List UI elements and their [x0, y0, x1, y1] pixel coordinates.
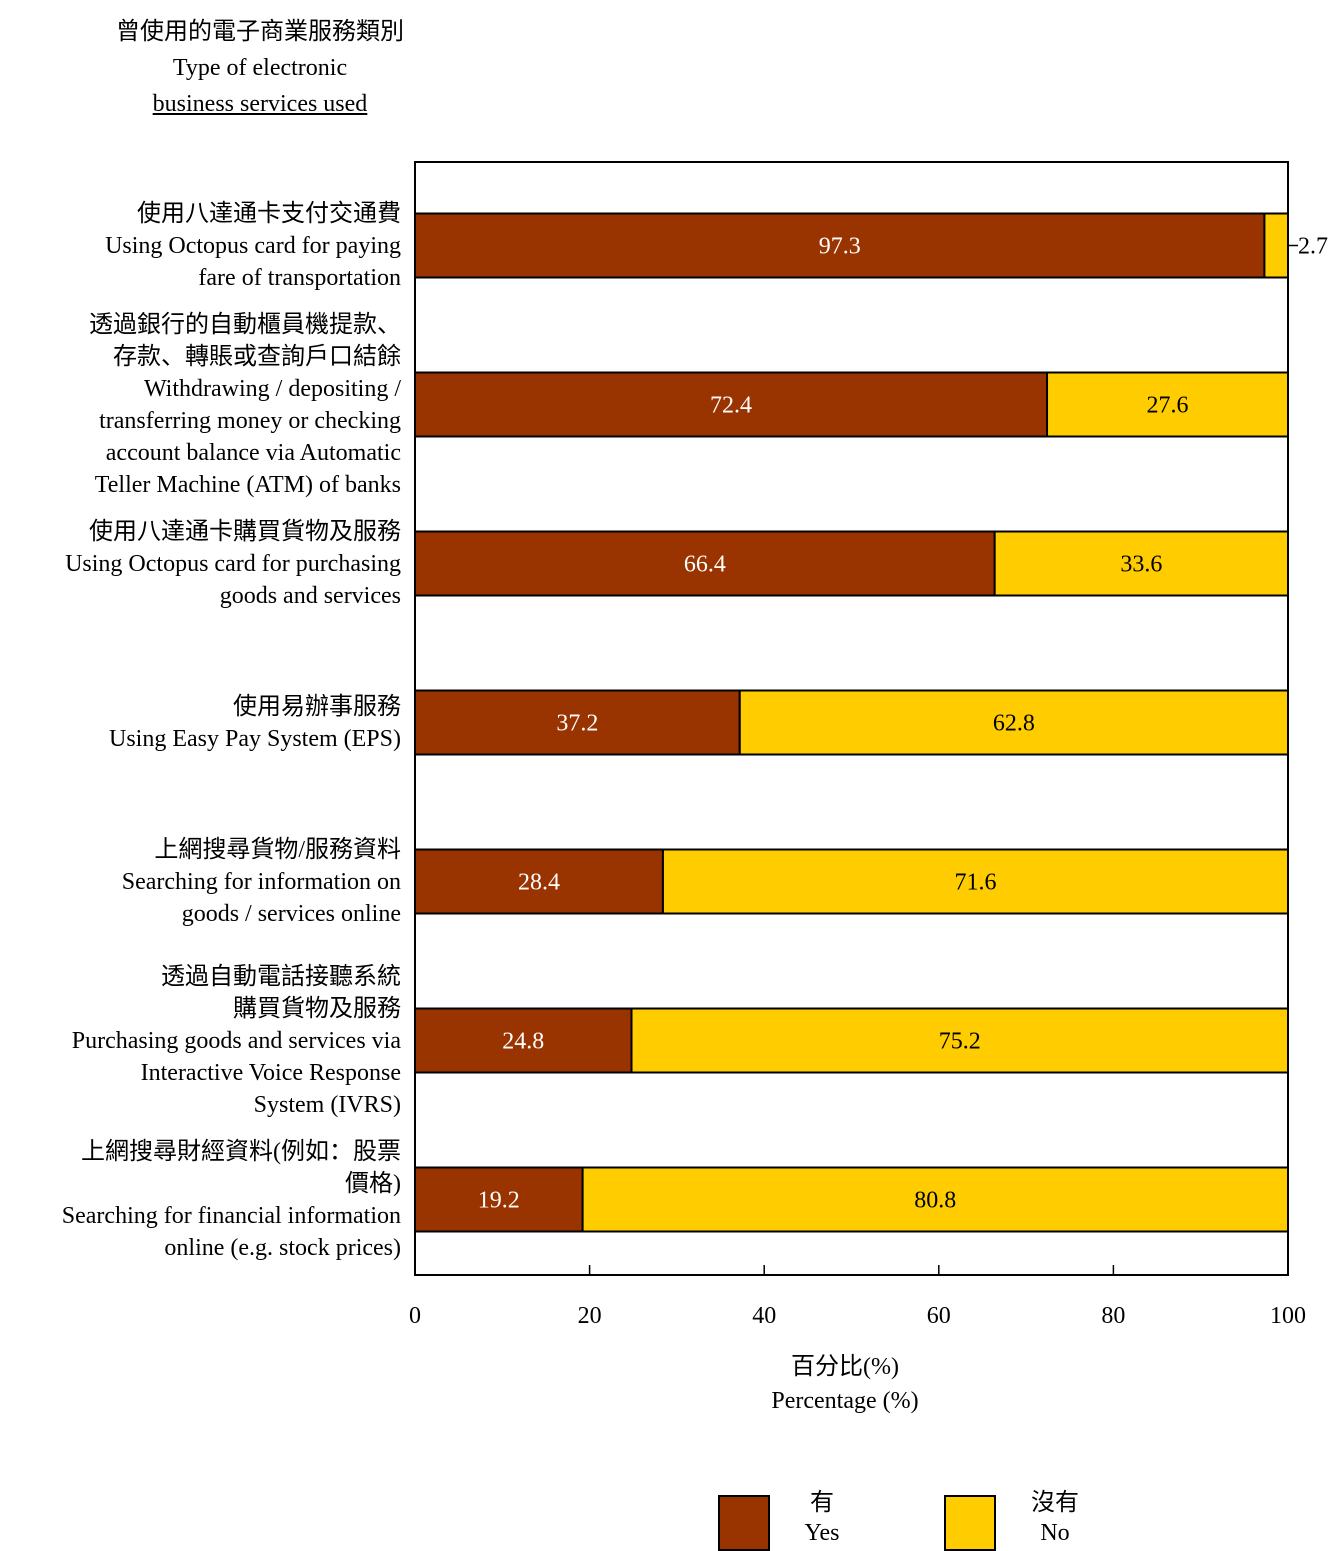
x-tick-label: 100: [1270, 1303, 1306, 1329]
bar-no: [1263, 212, 1289, 279]
legend-label-no: 沒有 No: [995, 1488, 1115, 1548]
x-axis-title-en: Percentage (%): [771, 1388, 919, 1414]
bar-no: [630, 1007, 1289, 1074]
category-label-line: 使用八達通卡支付交通費: [137, 200, 401, 227]
category-label-line: 使用八達通卡購買貨物及服務: [89, 518, 401, 545]
category-label: 使用易辦事服務 Using Easy Pay System (EPS): [0, 691, 401, 755]
category-label-line: goods / services online: [181, 900, 401, 927]
category-label-line: 透過銀行的自動櫃員機提款、: [89, 311, 401, 338]
category-label-line: 購買貨物及服務: [233, 995, 401, 1022]
x-tick-label: 60: [927, 1303, 951, 1329]
category-label-line: Searching for financial information: [61, 1202, 401, 1229]
x-tick-label: 20: [578, 1303, 602, 1329]
category-label: 上網搜尋財經資料(例如：股票價格) Searching for financial…: [0, 1136, 401, 1264]
category-label: 透過自動電話接聽系統購買貨物及服務 Purchasing goods and se…: [0, 961, 401, 1121]
data-label-no: 71.6: [954, 870, 996, 896]
category-label-line: Using Easy Pay System (EPS): [108, 725, 401, 752]
category-label-line: fare of transportation: [198, 264, 401, 291]
y-axis-title-en-line2: business services used: [152, 91, 368, 117]
category-label: 使用八達通卡支付交通費 Using Octopus card for paying…: [0, 198, 401, 294]
category-label-line: Using Octopus card for paying: [105, 232, 401, 259]
data-label-no: 2.7: [1298, 234, 1328, 260]
category-label-line: Teller Machine (ATM) of banks: [94, 471, 401, 498]
bar-no: [993, 530, 1289, 597]
category-label-line: Purchasing goods and services via: [71, 1027, 401, 1054]
bar-yes: [414, 371, 1049, 438]
data-label-yes: 66.4: [684, 552, 726, 578]
data-label-no: 27.6: [1147, 393, 1189, 419]
category-label-line: Interactive Voice Response: [140, 1059, 401, 1086]
category-label-line: 價格): [345, 1170, 401, 1197]
category-label-line: goods and services: [219, 582, 401, 609]
bar-no: [1046, 371, 1289, 438]
category-label-line: online (e.g. stock prices): [164, 1234, 401, 1261]
category-label-line: 上網搜尋貨物/服務資料: [154, 836, 401, 863]
data-label-yes: 28.4: [518, 870, 560, 896]
legend-no-en: No: [1040, 1520, 1070, 1546]
category-label-line: 上網搜尋財經資料(例如：股票: [81, 1138, 401, 1165]
category-label-line: Using Octopus card for purchasing: [65, 550, 401, 577]
data-label-no: 75.2: [939, 1029, 981, 1055]
data-label-yes: 37.2: [556, 711, 598, 737]
category-label-line: Searching for information on: [121, 868, 401, 895]
category-label-line: System (IVRS): [253, 1091, 401, 1118]
category-label-line: account balance via Automatic: [105, 439, 401, 466]
category-label-line: Withdrawing / depositing /: [143, 375, 401, 402]
category-label: 使用八達通卡購買貨物及服務 Using Octopus card for purc…: [0, 516, 401, 612]
x-tick-label: 80: [1101, 1303, 1125, 1329]
data-label-no: 33.6: [1120, 552, 1162, 578]
bar-yes: [414, 689, 741, 756]
legend-no-zh: 沒有: [1031, 1490, 1079, 1516]
category-label-line: 使用易辦事服務: [233, 693, 401, 720]
legend-swatch-yes: [718, 1495, 770, 1551]
legend-yes-en: Yes: [804, 1520, 840, 1546]
y-axis-title-en-line1: Type of electronic: [172, 55, 348, 81]
data-label-yes: 24.8: [502, 1029, 544, 1055]
bar-no: [661, 848, 1289, 915]
x-axis-title: 百分比(%) Percentage (%): [660, 1350, 1030, 1418]
legend-yes-zh: 有: [810, 1490, 834, 1516]
bar-yes: [414, 530, 996, 597]
y-axis-title: 曾使用的電子商業服務類別 Type of electronic business…: [60, 14, 460, 122]
category-label: 透過銀行的自動櫃員機提款、存款、轉賬或查詢戶口結餘 Withdrawing / d…: [0, 309, 401, 501]
data-label-yes: 72.4: [710, 393, 752, 419]
legend-label-yes: 有 Yes: [762, 1488, 882, 1548]
legend-swatch-no: [944, 1495, 996, 1551]
x-tick-label: 0: [409, 1303, 421, 1329]
x-axis-title-zh: 百分比(%): [791, 1354, 899, 1380]
category-label-line: 存款、轉賬或查詢戶口結餘: [113, 343, 401, 370]
bar-yes: [414, 1007, 633, 1074]
data-label-yes: 19.2: [478, 1188, 520, 1214]
category-label-line: transferring money or checking: [99, 407, 401, 434]
data-label-no: 62.8: [993, 711, 1035, 737]
x-tick-label: 40: [752, 1303, 776, 1329]
bar-no: [581, 1166, 1289, 1233]
category-label-line: 透過自動電話接聽系統: [161, 963, 401, 990]
data-label-no: 80.8: [914, 1188, 956, 1214]
category-label: 上網搜尋貨物/服務資料 Searching for information on g…: [0, 834, 401, 930]
data-label-yes: 97.3: [819, 234, 861, 260]
y-axis-title-zh: 曾使用的電子商業服務類別: [116, 19, 404, 45]
bar-no: [738, 689, 1289, 756]
